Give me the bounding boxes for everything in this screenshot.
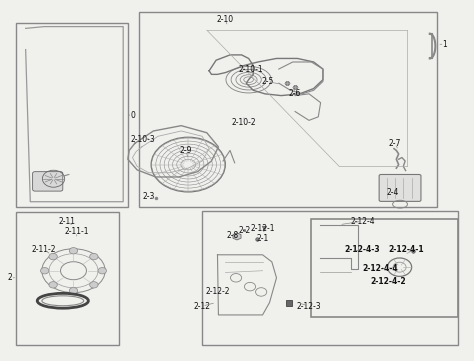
Text: 2-10: 2-10 <box>217 15 234 24</box>
Circle shape <box>90 282 98 288</box>
Text: 2-12-1: 2-12-1 <box>250 224 275 233</box>
Text: 2-4: 2-4 <box>386 188 399 197</box>
Circle shape <box>69 287 78 294</box>
Text: 2-10-3: 2-10-3 <box>131 135 155 144</box>
Text: 2-12-4-4: 2-12-4-4 <box>362 264 398 273</box>
Text: 2-3: 2-3 <box>143 192 155 201</box>
Text: 2-11: 2-11 <box>59 217 76 226</box>
FancyBboxPatch shape <box>33 171 63 191</box>
Circle shape <box>69 248 78 254</box>
Text: 2-12-3: 2-12-3 <box>297 301 321 310</box>
Circle shape <box>49 282 57 288</box>
Text: 2-12-4-1: 2-12-4-1 <box>389 245 424 254</box>
Text: 2-10-1: 2-10-1 <box>238 65 263 74</box>
Text: 2-9: 2-9 <box>180 146 192 155</box>
Text: 2-11-2: 2-11-2 <box>32 245 56 254</box>
Text: 2-12-4-2: 2-12-4-2 <box>370 277 406 286</box>
Text: 2-8: 2-8 <box>226 231 238 240</box>
Text: 2-12-4: 2-12-4 <box>350 217 375 226</box>
Text: 2-12-4-3: 2-12-4-3 <box>345 245 380 254</box>
Text: 1: 1 <box>442 40 447 49</box>
Circle shape <box>49 253 57 260</box>
Text: 2-12-2: 2-12-2 <box>205 287 230 296</box>
Circle shape <box>90 253 98 260</box>
Circle shape <box>98 268 107 274</box>
Text: 2-5: 2-5 <box>261 77 273 86</box>
Text: 2-7: 2-7 <box>389 139 401 148</box>
Text: 2-1: 2-1 <box>256 234 269 243</box>
Text: 2-6: 2-6 <box>289 89 301 98</box>
Text: 2-2: 2-2 <box>238 226 251 235</box>
Bar <box>16 212 118 345</box>
Circle shape <box>40 268 49 274</box>
Text: 2-12: 2-12 <box>194 301 210 310</box>
Bar <box>16 23 128 207</box>
Bar <box>311 219 457 317</box>
Bar <box>202 210 458 345</box>
Text: 0: 0 <box>130 110 135 119</box>
Bar <box>139 13 437 207</box>
Text: 2-10-2: 2-10-2 <box>232 118 256 127</box>
Text: 2: 2 <box>8 273 13 282</box>
Text: 2-11-1: 2-11-1 <box>64 227 89 236</box>
FancyBboxPatch shape <box>379 174 421 201</box>
